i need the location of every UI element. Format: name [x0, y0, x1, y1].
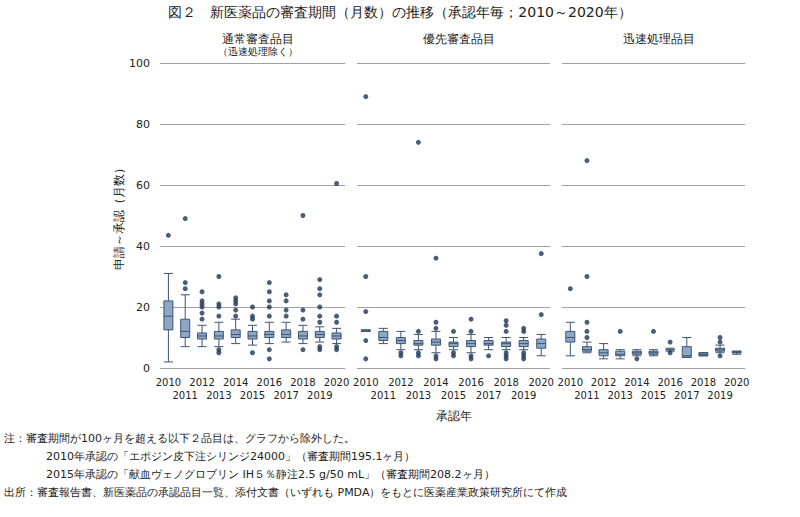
svg-text:申請～承認（月数）: 申請～承認（月数）	[112, 162, 126, 270]
svg-text:2019: 2019	[307, 390, 332, 401]
svg-text:80: 80	[136, 118, 150, 131]
svg-text:2017: 2017	[674, 390, 699, 401]
svg-text:通常審査品目: 通常審査品目	[222, 32, 294, 46]
svg-text:2015: 2015	[441, 390, 466, 401]
svg-text:2018: 2018	[290, 377, 315, 388]
svg-text:2016: 2016	[458, 377, 483, 388]
svg-text:2013: 2013	[206, 390, 231, 401]
svg-text:2019: 2019	[511, 390, 536, 401]
svg-text:優先審査品目: 優先審査品目	[423, 32, 495, 46]
svg-text:2011: 2011	[574, 390, 599, 401]
svg-text:2016: 2016	[657, 377, 682, 388]
svg-text:2020: 2020	[529, 377, 554, 388]
svg-text:2018: 2018	[691, 377, 716, 388]
svg-text:迅速処理品目: 迅速処理品目	[623, 32, 695, 46]
svg-text:100: 100	[129, 57, 150, 70]
svg-text:2020: 2020	[324, 377, 349, 388]
svg-text:2016: 2016	[257, 377, 282, 388]
svg-text:2017: 2017	[476, 390, 501, 401]
svg-text:40: 40	[136, 240, 150, 253]
svg-text:2015: 2015	[641, 390, 666, 401]
svg-text:0: 0	[143, 362, 150, 375]
svg-text:2019: 2019	[707, 390, 732, 401]
svg-text:2012: 2012	[189, 377, 214, 388]
svg-text:2010: 2010	[156, 377, 181, 388]
svg-text:2012: 2012	[591, 377, 616, 388]
svg-text:2015: 2015	[240, 390, 265, 401]
svg-text:2014: 2014	[223, 377, 248, 388]
html-text:注：審査期間が100ヶ月を超える以下２品目は、グラフから除外: 注：審査期間が100ヶ月を超える以下２品目は、グラフから除外した。	[4, 432, 355, 445]
svg-text:2013: 2013	[406, 390, 431, 401]
svg-text:2011: 2011	[173, 390, 198, 401]
svg-text:2014: 2014	[423, 377, 448, 388]
svg-text:承認年: 承認年	[436, 409, 472, 423]
svg-text:2018: 2018	[493, 377, 518, 388]
html-text:2015年承認の「献血ヴェノグロブリン IH５％静注2.5: 2015年承認の「献血ヴェノグロブリン IH５％静注2.5 g/50 mL」（審…	[46, 468, 495, 481]
svg-text:2010: 2010	[353, 377, 378, 388]
svg-text:2011: 2011	[371, 390, 396, 401]
svg-text:60: 60	[136, 179, 150, 192]
html-text:図２ 新医薬品の審査期間（月数）の推移（承認年毎；2010～: 図２ 新医薬品の審査期間（月数）の推移（承認年毎；2010～2020年）	[168, 4, 632, 20]
svg-text:2012: 2012	[388, 377, 413, 388]
svg-text:2014: 2014	[624, 377, 649, 388]
svg-text:2020: 2020	[724, 377, 749, 388]
html-text:2010年承認の「エポジン皮下注シリンジ24000」（審査期: 2010年承認の「エポジン皮下注シリンジ24000」（審査期間195.1ヶ月）	[46, 450, 416, 463]
svg-text:20: 20	[136, 301, 150, 314]
html-text:出所：審査報告書、新医薬品の承認品目一覧、添付文書（いずれも: 出所：審査報告書、新医薬品の承認品目一覧、添付文書（いずれも PMDA）をもとに…	[4, 486, 568, 499]
svg-text:2017: 2017	[273, 390, 298, 401]
svg-text:2010: 2010	[558, 377, 583, 388]
svg-text:（迅速処理除く）: （迅速処理除く）	[218, 46, 298, 57]
svg-text:2013: 2013	[608, 390, 633, 401]
